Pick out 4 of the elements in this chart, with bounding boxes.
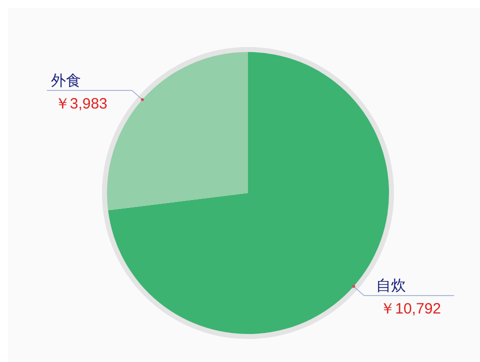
data-label: ￥10,792 xyxy=(380,300,442,318)
slice-label: 自炊 xyxy=(376,276,406,295)
slice-label: 外食 xyxy=(50,71,81,90)
data-label: ￥3,983 xyxy=(54,95,108,112)
